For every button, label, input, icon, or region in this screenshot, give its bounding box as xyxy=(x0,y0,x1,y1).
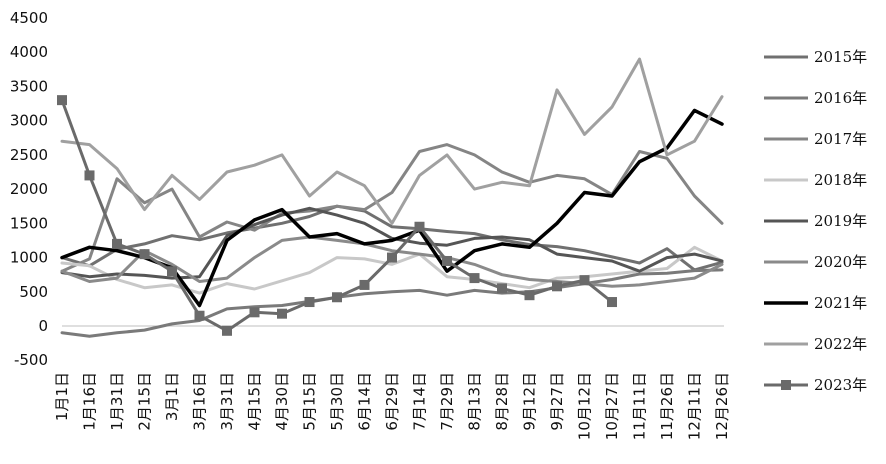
series-marker xyxy=(469,273,480,284)
x-tick-label: 8月13日 xyxy=(466,372,484,431)
y-tick-label: 1500 xyxy=(10,214,48,232)
series-marker xyxy=(249,307,260,318)
series-marker xyxy=(359,279,370,290)
x-tick-label: 12月26日 xyxy=(713,372,731,440)
series-line-0 xyxy=(60,204,724,272)
series-line-4 xyxy=(60,206,724,280)
legend-label-1: 2016年 xyxy=(814,89,867,107)
x-tick-label: 5月15日 xyxy=(301,372,319,431)
legend-label-6: 2021年 xyxy=(814,294,867,312)
series-marker xyxy=(552,281,562,292)
legend-label-2: 2017年 xyxy=(814,130,867,148)
y-tick-label: -500 xyxy=(14,351,48,369)
series-marker xyxy=(387,252,397,263)
legend-label-5: 2020年 xyxy=(814,253,867,271)
series-marker xyxy=(442,255,452,266)
x-tick-label: 1月16日 xyxy=(81,372,99,431)
series-marker xyxy=(414,221,425,232)
series-marker xyxy=(607,297,617,308)
x-tick-label: 10月27日 xyxy=(603,372,621,440)
x-tick-label: 6月29日 xyxy=(383,372,401,431)
x-tick-label: 12月11日 xyxy=(686,372,704,440)
series-marker xyxy=(222,325,232,336)
series-line-7 xyxy=(60,57,724,225)
x-tick-label: 3月1日 xyxy=(163,372,181,421)
chart-axes: -500 0 500 1000 1500 2000 2500 3000 3500 4000 4500… xyxy=(10,9,731,440)
series-marker xyxy=(524,290,535,301)
series-marker xyxy=(139,249,150,260)
series-marker xyxy=(112,238,122,249)
chart-legend: 2015年 2016年 2017年 2018年 2019年 2020年 2021年 2022年… xyxy=(764,48,867,394)
y-tick-label: 0 xyxy=(38,317,48,335)
series-marker xyxy=(57,95,67,106)
chart-series xyxy=(57,57,724,338)
x-tick-label: 10月12日 xyxy=(576,372,594,440)
legend-label-0: 2015年 xyxy=(814,48,867,66)
x-tick-label: 3月31日 xyxy=(218,372,236,431)
y-tick-label: 4000 xyxy=(10,43,48,61)
x-tick-label: 7月14日 xyxy=(411,372,429,431)
series-marker xyxy=(194,310,205,321)
x-tick-label: 5月30日 xyxy=(328,372,346,431)
series-marker xyxy=(277,308,287,319)
series-marker xyxy=(332,292,342,303)
series-marker xyxy=(497,283,507,294)
y-tick-label: 2000 xyxy=(10,180,48,198)
series-marker xyxy=(84,170,95,181)
series-line-3 xyxy=(60,245,724,295)
x-tick-label: 7月29日 xyxy=(438,372,456,431)
x-tick-label: 8月28日 xyxy=(493,372,511,431)
legend-label-8: 2023年 xyxy=(814,376,867,394)
series-line-1 xyxy=(60,268,724,338)
legend-label-3: 2018年 xyxy=(814,171,867,189)
y-tick-label: 3000 xyxy=(10,112,48,130)
series-marker xyxy=(167,266,177,277)
y-tick-label: 3500 xyxy=(10,77,48,95)
legend-label-7: 2022年 xyxy=(814,335,867,353)
series-marker xyxy=(579,275,590,286)
y-tick-label: 1000 xyxy=(10,249,48,267)
legend-marker xyxy=(781,380,791,390)
x-tick-label: 1月31日 xyxy=(108,372,126,431)
x-tick-label: 4月15日 xyxy=(246,372,264,431)
x-tick-label: 3月16日 xyxy=(191,372,209,431)
x-tick-label: 1月1日 xyxy=(53,372,71,421)
y-tick-label: 500 xyxy=(19,283,48,301)
series-line-5 xyxy=(60,235,724,288)
x-tick-label: 11月11日 xyxy=(631,372,649,440)
x-tick-label: 6月14日 xyxy=(356,372,374,431)
series-marker xyxy=(304,297,315,308)
y-tick-label: 4500 xyxy=(10,9,48,27)
x-tick-label: 9月12日 xyxy=(521,372,539,431)
x-tick-label: 2月15日 xyxy=(136,372,154,431)
x-tick-label: 11月26日 xyxy=(658,372,676,440)
legend-label-4: 2019年 xyxy=(814,212,867,230)
x-tick-label: 4月30日 xyxy=(273,372,291,431)
x-tick-label: 9月27日 xyxy=(548,372,566,431)
y-tick-label: 2500 xyxy=(10,146,48,164)
